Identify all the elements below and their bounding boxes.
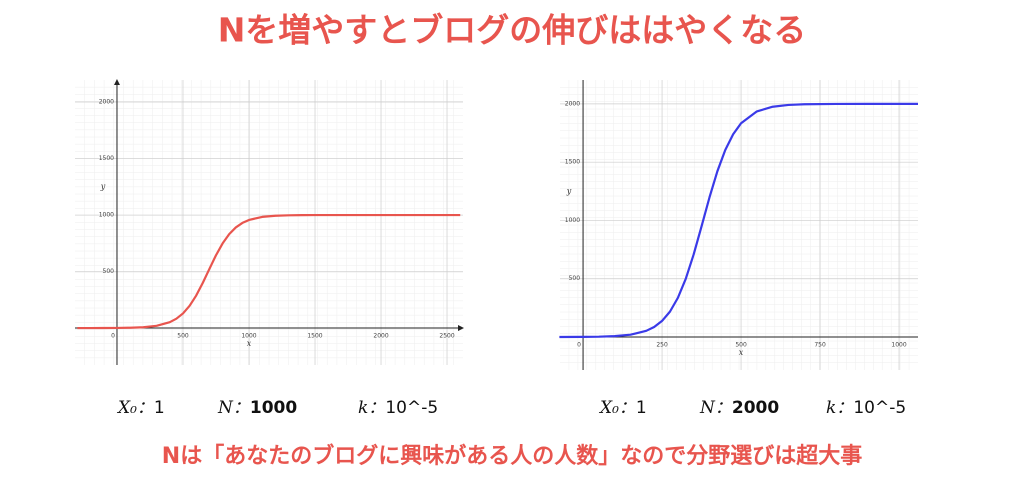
x-tick-label: 1000 <box>241 333 256 340</box>
title: Nを増やすとブログの伸びははやくなる <box>218 11 807 50</box>
y-tick-label: 2000 <box>99 99 114 106</box>
y-tick-label: 500 <box>569 275 581 282</box>
x-tick-label: 0 <box>577 342 581 349</box>
series-line <box>559 102 918 339</box>
y-axis-label: y <box>566 186 572 195</box>
x-tick-label: 500 <box>177 333 189 340</box>
param: X₀：1 <box>598 398 647 419</box>
x-tick-label: 0 <box>111 333 115 340</box>
x-tick-label: 2500 <box>439 333 454 340</box>
param-value: 10^-5 <box>385 398 438 418</box>
param-value: 1000 <box>250 398 297 418</box>
x-axis-label: x <box>247 339 252 348</box>
caption: Nは「あなたのブログに興味がある人の人数」なので分野選びは超大事 <box>162 443 862 469</box>
y-tick-label: 500 <box>103 268 115 275</box>
param-name: X₀： <box>116 398 154 418</box>
param: N：1000 <box>217 398 297 419</box>
param-name: k： <box>826 398 853 418</box>
y-tick-label: 2000 <box>565 100 580 107</box>
y-tick-label: 1500 <box>565 159 580 166</box>
param: N：2000 <box>699 398 779 419</box>
param: X₀：1 <box>116 398 165 419</box>
x-tick-label: 1500 <box>307 333 322 340</box>
param-name: N： <box>217 398 250 418</box>
param-value: 1 <box>636 398 647 418</box>
y-tick-label: 1000 <box>99 212 114 219</box>
x-tick-label: 2000 <box>373 333 388 340</box>
param-value: 10^-5 <box>853 398 906 418</box>
x-axis-label: x <box>739 348 744 357</box>
x-tick-label: 1000 <box>891 342 906 349</box>
y-axis-label: y <box>100 182 106 191</box>
param-value: 2000 <box>732 398 779 418</box>
param-value: 1 <box>154 398 165 418</box>
param: k：10^-5 <box>358 398 438 419</box>
x-tick-label: 250 <box>656 342 668 349</box>
x-tick-label: 750 <box>814 342 826 349</box>
param-name: X₀： <box>598 398 636 418</box>
series-line <box>77 213 461 330</box>
y-tick-label: 1000 <box>565 217 580 224</box>
param-name: N： <box>699 398 732 418</box>
param-name: k： <box>358 398 385 418</box>
param: k：10^-5 <box>826 398 906 419</box>
y-tick-label: 1500 <box>99 155 114 162</box>
x-tick-label: 500 <box>735 342 747 349</box>
